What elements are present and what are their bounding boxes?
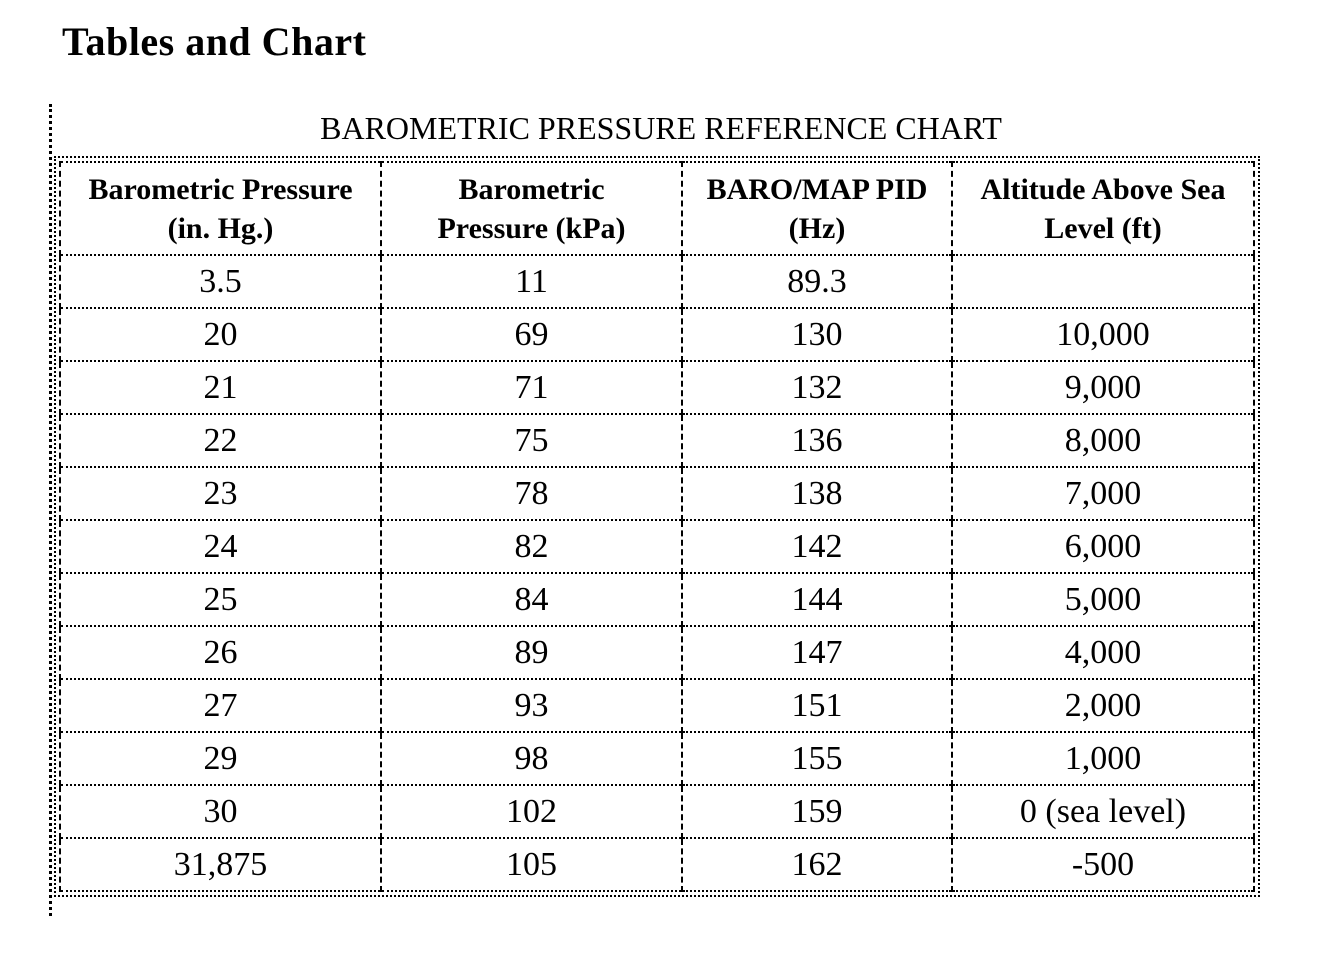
table-cell: 89 [380,625,683,680]
column-header-barometric-pressure-kpa: Barometric Pressure (kPa) [380,161,683,256]
table-cell: 147 [681,625,953,680]
column-header-altitude-above-sea-level: Altitude Above Sea Level (ft) [951,161,1255,256]
table-cell: 30 [59,784,382,839]
table-cell: 7,000 [951,466,1255,521]
table-row: 20 69 130 10,000 [59,307,1255,362]
table-cell: 9,000 [951,360,1255,415]
table-row: 25 84 144 5,000 [59,572,1255,627]
table-cell: 22 [59,413,382,468]
table-cell: 98 [380,731,683,786]
table-cell: 136 [681,413,953,468]
table-cell: 20 [59,307,382,362]
table-cell: 29 [59,731,382,786]
table-cell: 26 [59,625,382,680]
table-cell: 3.5 [59,254,382,309]
table-cell: 75 [380,413,683,468]
table-title: BAROMETRIC PRESSURE REFERENCE CHART [320,110,1002,146]
table-cell: 11 [380,254,683,309]
table-cell: 8,000 [951,413,1255,468]
table-cell: 84 [380,572,683,627]
table-cell: 151 [681,678,953,733]
table-cell: 159 [681,784,953,839]
table-row: 22 75 136 8,000 [59,413,1255,468]
table-cell: 162 [681,837,953,892]
table-cell: 4,000 [951,625,1255,680]
table-row: 27 93 151 2,000 [59,678,1255,733]
table-cell: 21 [59,360,382,415]
table-cell: 155 [681,731,953,786]
table-row: 23 78 138 7,000 [59,466,1255,521]
table-cell: 138 [681,466,953,521]
table-row: 29 98 155 1,000 [59,731,1255,786]
table-cell: 31,875 [59,837,382,892]
table-cell: 144 [681,572,953,627]
table-cell: 0 (sea level) [951,784,1255,839]
table-cell: 10,000 [951,307,1255,362]
table-cell: 24 [59,519,382,574]
table-cell: 71 [380,360,683,415]
table-row: 30 102 159 0 (sea level) [59,784,1255,839]
header-row: Barometric Pressure (in. Hg.) Barometric… [59,161,1255,256]
table-body: 3.5 11 89.3 20 69 130 10,000 21 71 132 9,000 22 75 13… [59,254,1255,892]
frame-left-dotted-border [49,104,52,916]
table-cell: 132 [681,360,953,415]
table-cell: 78 [380,466,683,521]
table-cell: 5,000 [951,572,1255,627]
table-row: 21 71 132 9,000 [59,360,1255,415]
table-cell: 93 [380,678,683,733]
table-cell: 105 [380,837,683,892]
table-row: 3.5 11 89.3 [59,254,1255,309]
table-cell: 102 [380,784,683,839]
table-cell: 89.3 [681,254,953,309]
table-row: 31,875 105 162 -500 [59,837,1255,892]
table-cell: 142 [681,519,953,574]
table-cell: 6,000 [951,519,1255,574]
table-cell: 27 [59,678,382,733]
table-cell: 2,000 [951,678,1255,733]
table-row: 26 89 147 4,000 [59,625,1255,680]
barometric-pressure-reference-table: Barometric Pressure (in. Hg.) Barometric… [59,161,1255,892]
table-cell: 25 [59,572,382,627]
table-row: 24 82 142 6,000 [59,519,1255,574]
table-cell: 82 [380,519,683,574]
reference-table-frame: Barometric Pressure (in. Hg.) Barometric… [54,156,1260,897]
table-cell: 130 [681,307,953,362]
page-heading: Tables and Chart [62,19,367,64]
table-cell: -500 [951,837,1255,892]
table-cell: 69 [380,307,683,362]
table-cell: 1,000 [951,731,1255,786]
table-cell: 23 [59,466,382,521]
column-header-baro-map-pid-hz: BARO/MAP PID (Hz) [681,161,953,256]
table-cell [951,254,1255,309]
column-header-barometric-pressure-inhg: Barometric Pressure (in. Hg.) [59,161,382,256]
